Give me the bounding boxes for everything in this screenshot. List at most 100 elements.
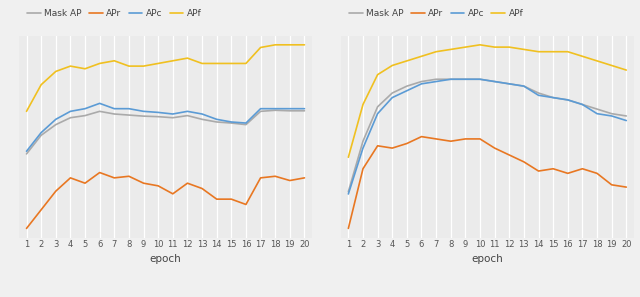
Mask AP xyxy=(125,113,132,117)
Mask AP xyxy=(388,91,396,95)
APc xyxy=(403,89,411,92)
APf xyxy=(520,48,528,51)
Mask AP xyxy=(608,112,616,116)
APr xyxy=(184,181,191,185)
APf xyxy=(549,50,557,53)
APf xyxy=(96,62,104,65)
Line: APr: APr xyxy=(348,137,627,228)
APr xyxy=(432,137,440,141)
Mask AP xyxy=(432,78,440,81)
APf xyxy=(111,59,118,63)
Mask AP xyxy=(242,123,250,127)
APf xyxy=(593,59,601,63)
Line: APf: APf xyxy=(26,45,305,111)
Mask AP xyxy=(593,107,601,111)
APr xyxy=(169,192,177,196)
APf xyxy=(579,55,586,58)
APr xyxy=(111,176,118,180)
APc xyxy=(213,118,221,121)
Mask AP xyxy=(81,114,89,117)
Line: Mask AP: Mask AP xyxy=(348,79,627,192)
APc xyxy=(506,82,513,86)
APr xyxy=(359,167,367,170)
Mask AP xyxy=(549,96,557,99)
Legend: Mask AP, APr, APc, APf: Mask AP, APr, APc, APf xyxy=(346,6,527,22)
Mask AP xyxy=(67,116,74,119)
APc xyxy=(374,112,381,116)
Legend: Mask AP, APr, APc, APf: Mask AP, APr, APc, APf xyxy=(24,6,205,22)
APr xyxy=(564,172,572,175)
APr xyxy=(96,171,104,174)
APc xyxy=(476,78,484,81)
APf xyxy=(198,62,206,65)
Mask AP xyxy=(286,109,294,113)
Mask AP xyxy=(461,78,469,81)
APf xyxy=(140,64,147,68)
Mask AP xyxy=(140,114,147,118)
APc xyxy=(52,118,60,121)
Mask AP xyxy=(344,190,352,193)
APf xyxy=(564,50,572,53)
Mask AP xyxy=(227,121,235,125)
APr xyxy=(491,146,499,150)
APf xyxy=(81,67,89,71)
APc xyxy=(301,107,308,110)
APr xyxy=(22,227,30,230)
X-axis label: epoch: epoch xyxy=(472,254,503,263)
Mask AP xyxy=(579,103,586,106)
Mask AP xyxy=(301,109,308,113)
Mask AP xyxy=(506,82,513,86)
APf xyxy=(374,73,381,76)
APc xyxy=(154,110,162,114)
APc xyxy=(418,82,426,86)
APr xyxy=(374,144,381,148)
Mask AP xyxy=(213,120,221,124)
APr xyxy=(623,185,630,189)
APc xyxy=(257,107,264,110)
APf xyxy=(22,110,30,113)
APr xyxy=(140,181,147,185)
APf xyxy=(227,62,235,65)
Line: APr: APr xyxy=(26,173,305,228)
APc xyxy=(67,110,74,113)
APr xyxy=(534,169,542,173)
APr xyxy=(125,174,132,178)
APf xyxy=(534,50,542,53)
Mask AP xyxy=(96,110,104,113)
APr xyxy=(344,227,352,230)
APc xyxy=(242,121,250,125)
APr xyxy=(608,183,616,187)
APf xyxy=(608,64,616,67)
APf xyxy=(418,55,426,58)
APr xyxy=(506,153,513,157)
APf xyxy=(623,68,630,72)
APc xyxy=(534,94,542,97)
X-axis label: epoch: epoch xyxy=(150,254,181,263)
Mask AP xyxy=(257,110,264,113)
APr xyxy=(447,139,454,143)
APr xyxy=(301,176,308,180)
APc xyxy=(227,120,235,124)
Line: APf: APf xyxy=(348,45,627,157)
APr xyxy=(67,176,74,180)
APf xyxy=(359,103,367,106)
APr xyxy=(579,167,586,170)
APc xyxy=(111,107,118,110)
APf xyxy=(301,43,308,47)
APc xyxy=(184,110,191,113)
APc xyxy=(432,80,440,83)
APc xyxy=(447,78,454,81)
APc xyxy=(461,78,469,81)
APf xyxy=(491,45,499,49)
Mask AP xyxy=(271,108,279,112)
APr xyxy=(593,172,601,175)
APr xyxy=(227,198,235,201)
Line: APc: APc xyxy=(348,79,627,194)
Mask AP xyxy=(418,80,426,83)
APc xyxy=(549,96,557,99)
APr xyxy=(271,174,279,178)
Mask AP xyxy=(374,105,381,109)
Mask AP xyxy=(564,98,572,102)
APr xyxy=(81,181,89,185)
Mask AP xyxy=(534,91,542,95)
